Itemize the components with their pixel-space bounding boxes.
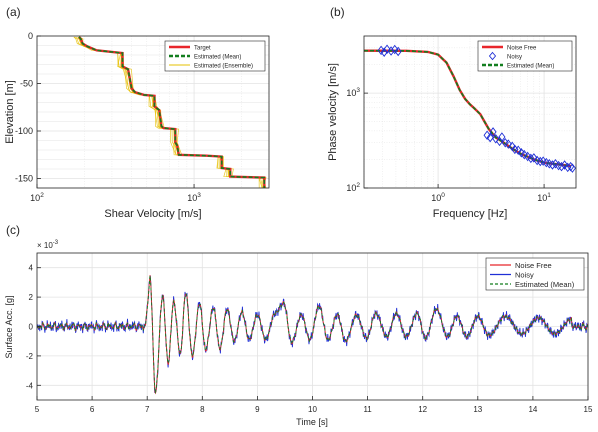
y-tick-label: 4 — [29, 264, 34, 273]
x-tick-label: 7 — [145, 405, 150, 414]
data-point — [520, 149, 528, 160]
data-point — [504, 139, 512, 149]
panel-a-axes-box — [36, 35, 270, 189]
series-line — [78, 36, 266, 188]
panel-a-ylabel: Elevation [m] — [4, 80, 16, 144]
x-tick-label: 100 — [431, 192, 445, 203]
y-tick-label: -100 — [15, 126, 33, 136]
panel-a-label: (a) — [6, 5, 21, 19]
x-tick-label: 12 — [418, 405, 427, 414]
data-point — [514, 145, 522, 155]
series-line — [36, 275, 589, 394]
x-tick-label: 15 — [584, 405, 593, 414]
data-point — [568, 163, 576, 173]
y-tick-label: -4 — [26, 381, 34, 390]
x-tick-label: 5 — [35, 405, 40, 414]
y-tick-label: 0 — [29, 323, 34, 332]
data-point — [548, 160, 557, 170]
panel-c-label: (c) — [6, 223, 20, 237]
panel-b-label: (b) — [330, 5, 345, 19]
x-tick-label: 14 — [528, 405, 537, 414]
data-point — [483, 130, 491, 140]
panel-b: (b) 100 101 102 103 Frequency [Hz] Phase ve… — [327, 5, 577, 220]
data-point — [489, 127, 497, 137]
panel-a-xlabel: Shear Velocity [m/s] — [104, 208, 201, 220]
panel-c-legend: Noise Free Noisy Estimated (Mean) — [485, 257, 585, 291]
x-tick-label: 13 — [473, 405, 482, 414]
data-point — [557, 161, 566, 172]
panel-b-axes-box — [363, 35, 577, 189]
legend-b-noisefree: Noise Free — [507, 46, 537, 52]
legend-c-noisefree: Noise Free — [515, 261, 552, 270]
legend-a-mean: Estimated (Mean) — [194, 55, 241, 61]
legend-a-ensemble: Estimated (Ensemble) — [194, 64, 253, 70]
y-tick-label: -150 — [15, 174, 33, 184]
y-tick-label: 102 — [346, 182, 360, 193]
y-tick-label: -50 — [20, 79, 33, 89]
x-tick-label: 6 — [90, 405, 95, 414]
data-point — [527, 153, 535, 164]
data-point — [567, 161, 575, 172]
data-point — [530, 153, 538, 163]
x-tick-label: 8 — [200, 405, 205, 414]
panel-c-ylabel: Surface Acc. [g] — [4, 295, 14, 358]
x-tick-label: 11 — [363, 405, 372, 414]
panel-a-legend: Target Estimated (Mean) Estimated (Ensem… — [164, 40, 266, 72]
x-tick-label: 101 — [537, 192, 551, 203]
x-tick-label: 103 — [187, 192, 201, 203]
x-tick-label: 102 — [30, 192, 44, 203]
x-tick-label: 10 — [308, 405, 317, 414]
y-tick-label: 0 — [28, 31, 33, 41]
series-line — [363, 49, 572, 167]
data-point — [387, 46, 395, 56]
panel-c-xlabel: Time [s] — [296, 417, 328, 427]
legend-c-noisy: Noisy — [515, 271, 534, 280]
data-point — [394, 46, 402, 57]
data-point — [498, 132, 506, 142]
panel-b-ylabel: Phase velocity [m/s] — [327, 63, 339, 161]
data-point — [536, 156, 544, 167]
data-point — [524, 151, 532, 162]
legend-b-noisy: Noisy — [507, 55, 522, 61]
data-point — [564, 162, 572, 173]
x-tick-label: 9 — [255, 405, 260, 414]
data-point — [380, 47, 388, 57]
y-tick-label: -2 — [26, 352, 34, 361]
data-point — [486, 132, 494, 143]
data-point — [383, 44, 391, 55]
panel-b-xlabel: Frequency [Hz] — [433, 208, 508, 220]
panel-c: (c) × 10-3 5 6 7 8 9 10 11 12 13 14 15 -4 -2 0 2 4 Time… — [4, 223, 593, 427]
data-point — [492, 134, 500, 144]
legend-a-target: Target — [194, 46, 211, 52]
data-point — [560, 160, 569, 170]
panel-a: (a) 102 103 0 -50 -100 -150 Shear Velocity [m… — [4, 5, 270, 220]
panel-c-exponent: × 10-3 — [37, 240, 59, 250]
y-tick-label: 2 — [29, 293, 34, 302]
y-tick-label: 103 — [346, 87, 360, 98]
data-point — [391, 44, 399, 55]
legend-c-mean: Estimated (Mean) — [515, 280, 575, 289]
legend-b-mean: Estimated (Mean) — [507, 64, 554, 70]
panel-b-legend: Noise Free Noisy Estimated (Mean) — [477, 40, 573, 72]
